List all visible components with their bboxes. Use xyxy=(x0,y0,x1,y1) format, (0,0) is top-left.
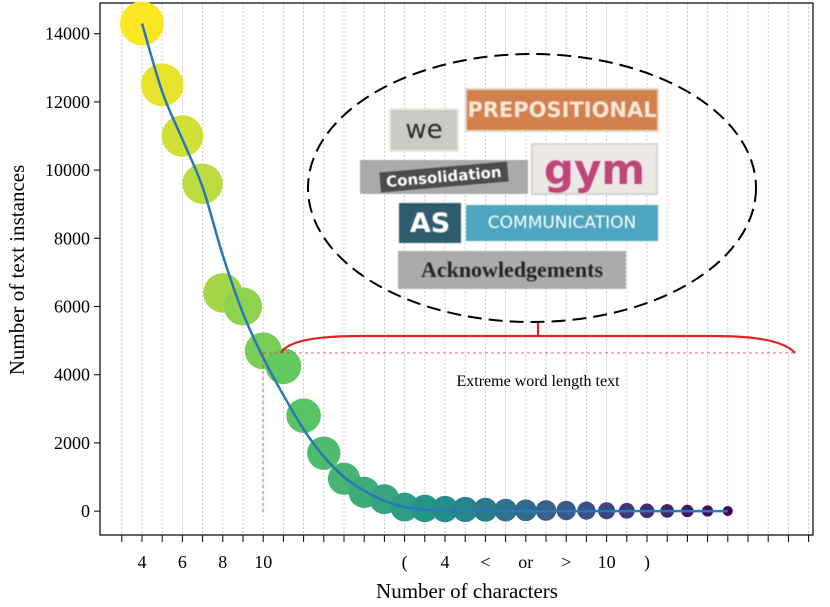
y-tick-label: 2000 xyxy=(54,433,90,453)
sample-word-communication: COMMUNICATION xyxy=(466,205,658,241)
sample-word-consolidation: Consolidation xyxy=(360,160,528,194)
x-tick-label: ) xyxy=(644,552,650,573)
y-tick-label: 12000 xyxy=(45,92,90,112)
sample-word-prepositional: PREPOSITIONAL xyxy=(465,88,659,132)
x-tick-label: 10 xyxy=(254,552,272,572)
sample-words-ellipse xyxy=(307,53,757,323)
brace-label: Extreme word length text xyxy=(456,373,620,390)
y-tick-label: 4000 xyxy=(54,365,90,385)
y-tick-label: 6000 xyxy=(54,297,90,317)
sample-word-we: we xyxy=(389,108,459,152)
x-tick-label: 6 xyxy=(178,552,187,572)
x-tick-label: > xyxy=(561,552,571,572)
sample-word-as: AS xyxy=(399,203,461,243)
x-tick-label: or xyxy=(518,552,533,572)
y-tick-label: 14000 xyxy=(45,24,90,44)
x-tick-label: 8 xyxy=(218,552,227,572)
y-tick-label: 10000 xyxy=(45,160,90,180)
x-axis: 4 6 8 10 (4 < or >10) xyxy=(121,535,810,573)
x-axis-title: Number of characters xyxy=(376,579,558,603)
data-points xyxy=(120,1,733,523)
data-point xyxy=(431,495,459,523)
data-point xyxy=(473,497,498,522)
plot-frame xyxy=(99,2,814,536)
y-axis: 0 2000 4000 6000 8000 10000 12000 14000 xyxy=(45,24,100,521)
y-axis-title: Number of text instances xyxy=(5,165,29,376)
data-point xyxy=(161,115,204,157)
x-tick-label: < xyxy=(480,552,490,572)
y-tick-label: 8000 xyxy=(54,228,90,248)
sample-word-acknowledgements: Acknowledgements xyxy=(398,251,626,289)
x-tick-label: 4 xyxy=(441,552,450,572)
fitted-curve xyxy=(140,23,728,513)
sample-word-consolidation-text: Consolidation xyxy=(379,161,509,193)
data-point xyxy=(452,496,478,523)
data-point xyxy=(265,348,302,385)
x-tick-label: ( xyxy=(402,552,408,573)
data-point xyxy=(120,1,164,46)
data-point xyxy=(140,63,184,107)
data-point xyxy=(411,494,439,523)
data-point xyxy=(223,287,263,326)
x-tick-label: 10 xyxy=(598,552,616,572)
data-point xyxy=(286,398,321,433)
y-tick-label: 0 xyxy=(81,501,90,521)
sample-word-gym: gym xyxy=(531,143,658,195)
extreme-length-brace xyxy=(280,334,796,354)
x-tick-label: 4 xyxy=(138,552,147,572)
